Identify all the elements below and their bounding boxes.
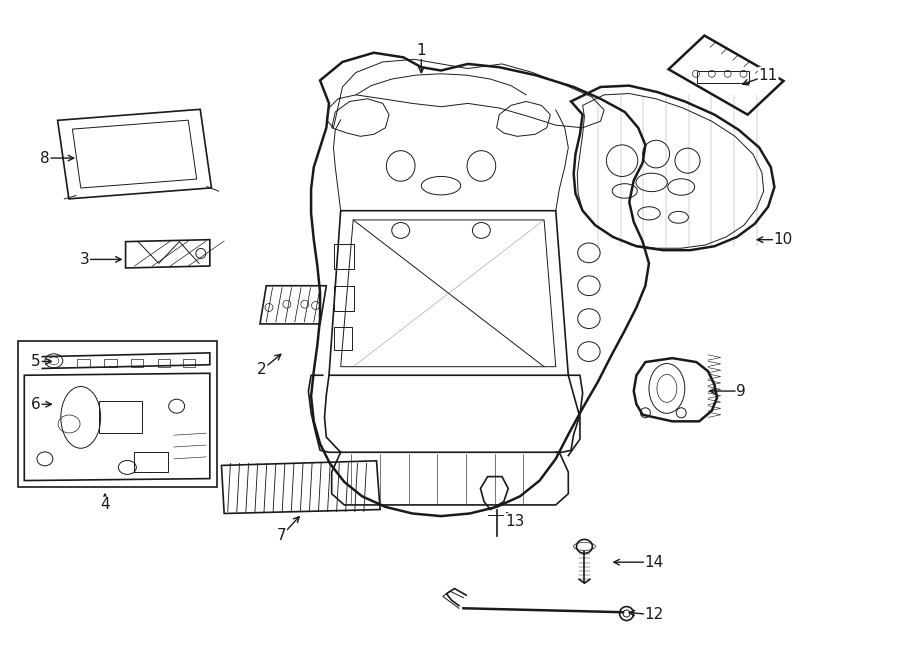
Text: 5: 5 <box>32 354 40 369</box>
Text: 9: 9 <box>736 383 746 399</box>
Bar <box>158 359 170 367</box>
Text: 8: 8 <box>40 151 50 165</box>
Bar <box>335 245 354 269</box>
Text: 11: 11 <box>759 67 778 83</box>
Text: 6: 6 <box>32 397 40 412</box>
Bar <box>77 359 90 367</box>
Text: 10: 10 <box>774 232 793 247</box>
Text: 1: 1 <box>417 43 426 58</box>
Bar <box>99 401 141 432</box>
Bar <box>133 452 167 472</box>
Bar <box>335 286 354 311</box>
Bar <box>130 359 143 367</box>
Text: 3: 3 <box>79 252 89 267</box>
Bar <box>335 327 352 350</box>
Text: 12: 12 <box>644 607 664 623</box>
Text: 4: 4 <box>100 498 110 512</box>
Bar <box>183 359 195 367</box>
Text: 14: 14 <box>644 555 664 570</box>
Text: 13: 13 <box>505 514 524 529</box>
Bar <box>104 359 117 367</box>
Text: 7: 7 <box>276 528 286 543</box>
Bar <box>18 341 217 487</box>
Text: 2: 2 <box>257 362 266 377</box>
Bar <box>698 71 750 83</box>
